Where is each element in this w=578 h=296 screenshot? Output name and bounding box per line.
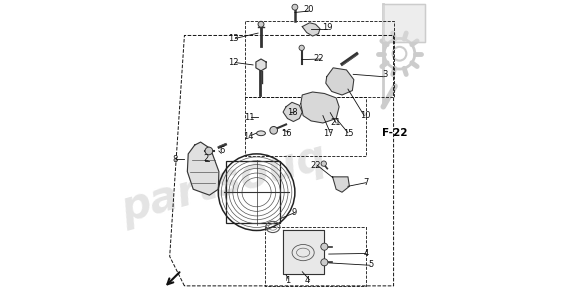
Polygon shape bbox=[283, 230, 324, 274]
Text: 12: 12 bbox=[228, 58, 238, 67]
Text: 16: 16 bbox=[281, 129, 291, 138]
Polygon shape bbox=[326, 68, 354, 95]
Text: 11: 11 bbox=[244, 113, 254, 123]
Circle shape bbox=[321, 259, 328, 266]
Polygon shape bbox=[187, 142, 219, 195]
Text: 15: 15 bbox=[343, 129, 353, 138]
Text: 17: 17 bbox=[324, 129, 334, 138]
Text: 9: 9 bbox=[292, 208, 297, 217]
Text: 21: 21 bbox=[331, 118, 342, 128]
Text: 22: 22 bbox=[313, 54, 324, 63]
Polygon shape bbox=[283, 102, 302, 121]
Text: 22: 22 bbox=[310, 161, 321, 170]
Text: 13: 13 bbox=[228, 34, 238, 43]
Text: 5: 5 bbox=[368, 260, 373, 269]
Polygon shape bbox=[301, 92, 339, 123]
Text: 14: 14 bbox=[243, 132, 254, 141]
Text: F-22: F-22 bbox=[382, 128, 407, 138]
Circle shape bbox=[205, 147, 213, 155]
Text: 7: 7 bbox=[364, 178, 369, 187]
Ellipse shape bbox=[257, 131, 265, 136]
Circle shape bbox=[258, 21, 264, 27]
Circle shape bbox=[292, 4, 298, 10]
Polygon shape bbox=[302, 23, 320, 36]
Polygon shape bbox=[256, 59, 266, 71]
Text: 6: 6 bbox=[219, 146, 224, 155]
Circle shape bbox=[321, 243, 328, 250]
Polygon shape bbox=[332, 177, 349, 192]
Text: 3: 3 bbox=[382, 70, 387, 79]
Circle shape bbox=[299, 45, 305, 51]
Circle shape bbox=[270, 126, 277, 134]
Circle shape bbox=[321, 161, 327, 166]
Text: 8: 8 bbox=[172, 155, 177, 164]
Text: 4: 4 bbox=[364, 249, 369, 258]
Text: 4: 4 bbox=[305, 276, 310, 285]
Text: 20: 20 bbox=[303, 5, 313, 14]
Text: 1: 1 bbox=[286, 276, 291, 285]
Text: 19: 19 bbox=[322, 23, 332, 32]
Text: 10: 10 bbox=[360, 111, 370, 120]
Polygon shape bbox=[383, 4, 424, 42]
Text: 2: 2 bbox=[203, 155, 209, 163]
Text: partsouq: partsouq bbox=[117, 136, 332, 231]
Text: 18: 18 bbox=[287, 107, 297, 117]
